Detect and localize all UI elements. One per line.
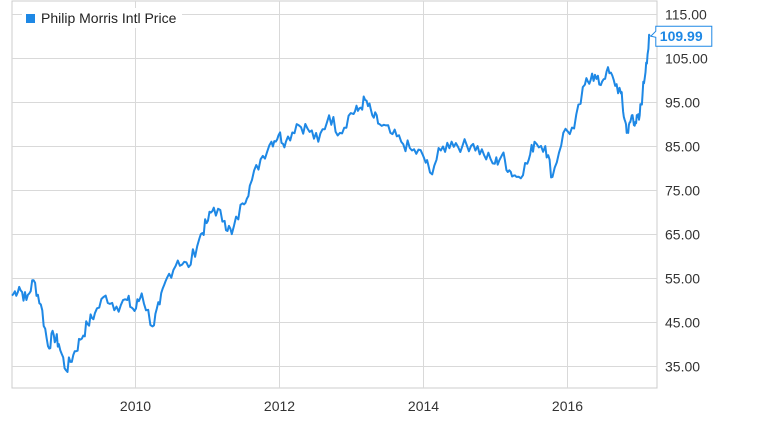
x-tick-label: 2014: [408, 398, 439, 414]
x-axis-tick-labels: 2010 2012 2014 2016: [120, 398, 583, 414]
y-tick-label: 65.00: [665, 227, 700, 243]
x-tick-label: 2016: [552, 398, 583, 414]
series-line: [11, 33, 651, 373]
y-tick-label: 115.00: [665, 7, 707, 23]
last-value-callout: 109.99: [649, 25, 713, 47]
y-tick-label: 105.00: [665, 51, 708, 67]
chart-legend: Philip Morris Intl Price: [22, 8, 183, 28]
x-tick-label: 2010: [120, 398, 151, 414]
x-tick-label: 2012: [264, 398, 295, 414]
y-axis-tick-labels: 35.00 45.00 55.00 65.00 75.00 85.00 95.00 105.0…: [665, 7, 708, 375]
grid-lines: [12, 1, 657, 388]
last-value-callout-box: [649, 25, 713, 47]
y-tick-label: 85.00: [665, 139, 700, 155]
legend-swatch: [26, 13, 35, 23]
y-tick-label: 45.00: [665, 315, 700, 331]
series-layer: [11, 33, 651, 373]
legend-series-name: Philip Morris Intl Price: [41, 10, 177, 26]
y-tick-label: 55.00: [665, 271, 700, 287]
last-value-label: 109.99: [660, 28, 703, 44]
y-tick-label: 75.00: [665, 183, 700, 199]
y-tick-label: 95.00: [665, 95, 700, 111]
y-tick-label: 35.00: [665, 359, 700, 375]
plot-area-border: [11, 0, 658, 389]
